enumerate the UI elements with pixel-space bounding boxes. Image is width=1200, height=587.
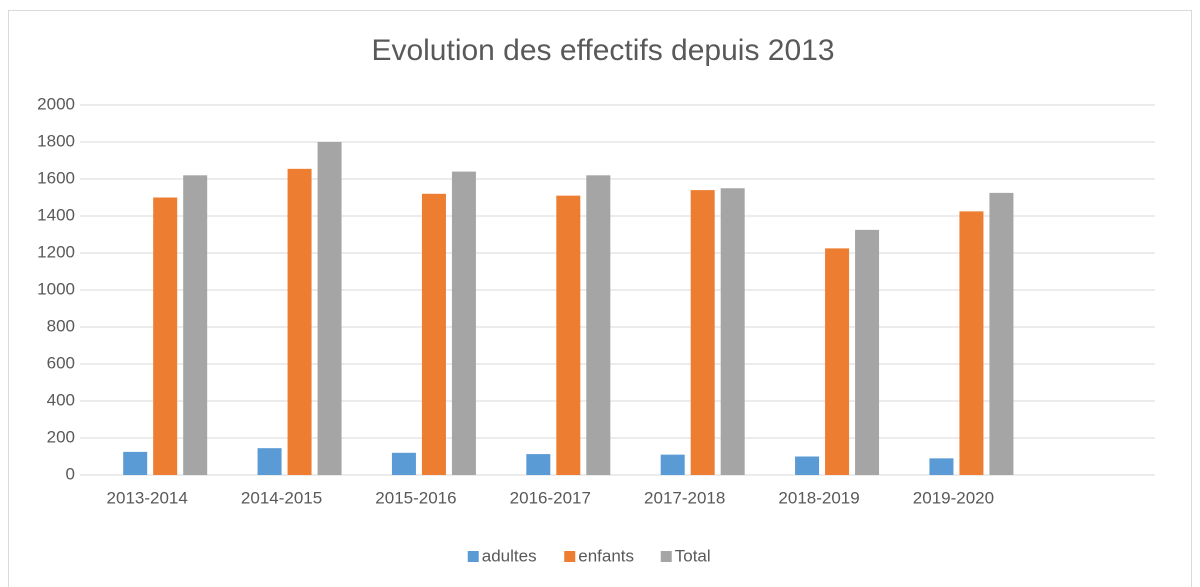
y-tick-label: 1400 xyxy=(37,205,75,224)
y-tick-label: 0 xyxy=(66,464,75,483)
bar xyxy=(586,175,611,476)
y-tick-label: 800 xyxy=(47,316,75,335)
y-tick-label: 2000 xyxy=(37,94,75,113)
bar xyxy=(989,192,1014,475)
bar xyxy=(183,175,208,476)
legend-label: adultes xyxy=(482,546,537,565)
bar xyxy=(123,451,148,475)
y-tick-label: 400 xyxy=(47,390,75,409)
bar xyxy=(959,211,984,475)
y-tick-label: 1600 xyxy=(37,168,75,187)
bar xyxy=(825,248,850,475)
y-tick-label: 600 xyxy=(47,353,75,372)
bar xyxy=(287,168,312,475)
bar xyxy=(690,190,715,475)
bar xyxy=(929,458,954,475)
legend-label: Total xyxy=(675,546,711,565)
bar xyxy=(660,454,685,475)
bar xyxy=(451,171,476,475)
y-tick-label: 1000 xyxy=(37,279,75,298)
bar xyxy=(795,456,820,475)
x-tick-label: 2016-2017 xyxy=(510,488,591,507)
x-tick-label: 2015-2016 xyxy=(375,488,456,507)
bar xyxy=(257,448,282,475)
x-tick-label: 2013-2014 xyxy=(107,488,188,507)
y-tick-label: 200 xyxy=(47,427,75,446)
x-tick-label: 2019-2020 xyxy=(913,488,994,507)
bar xyxy=(556,195,581,475)
legend-swatch xyxy=(564,551,576,562)
x-tick-label: 2018-2019 xyxy=(778,488,859,507)
bar xyxy=(421,193,446,476)
bar xyxy=(153,197,178,475)
legend-label: enfants xyxy=(578,546,634,565)
x-tick-label: 2014-2015 xyxy=(241,488,322,507)
bar xyxy=(526,454,551,475)
bar xyxy=(317,142,342,475)
bar xyxy=(855,229,880,475)
x-tick-label: 2017-2018 xyxy=(644,488,725,507)
legend-swatch xyxy=(467,551,479,562)
legend-swatch xyxy=(660,551,672,562)
bar xyxy=(391,452,416,475)
y-tick-label: 1200 xyxy=(37,242,75,261)
chart-title: Evolution des effectifs depuis 2013 xyxy=(371,34,834,67)
y-tick-label: 1800 xyxy=(37,131,75,150)
bar xyxy=(720,188,745,475)
